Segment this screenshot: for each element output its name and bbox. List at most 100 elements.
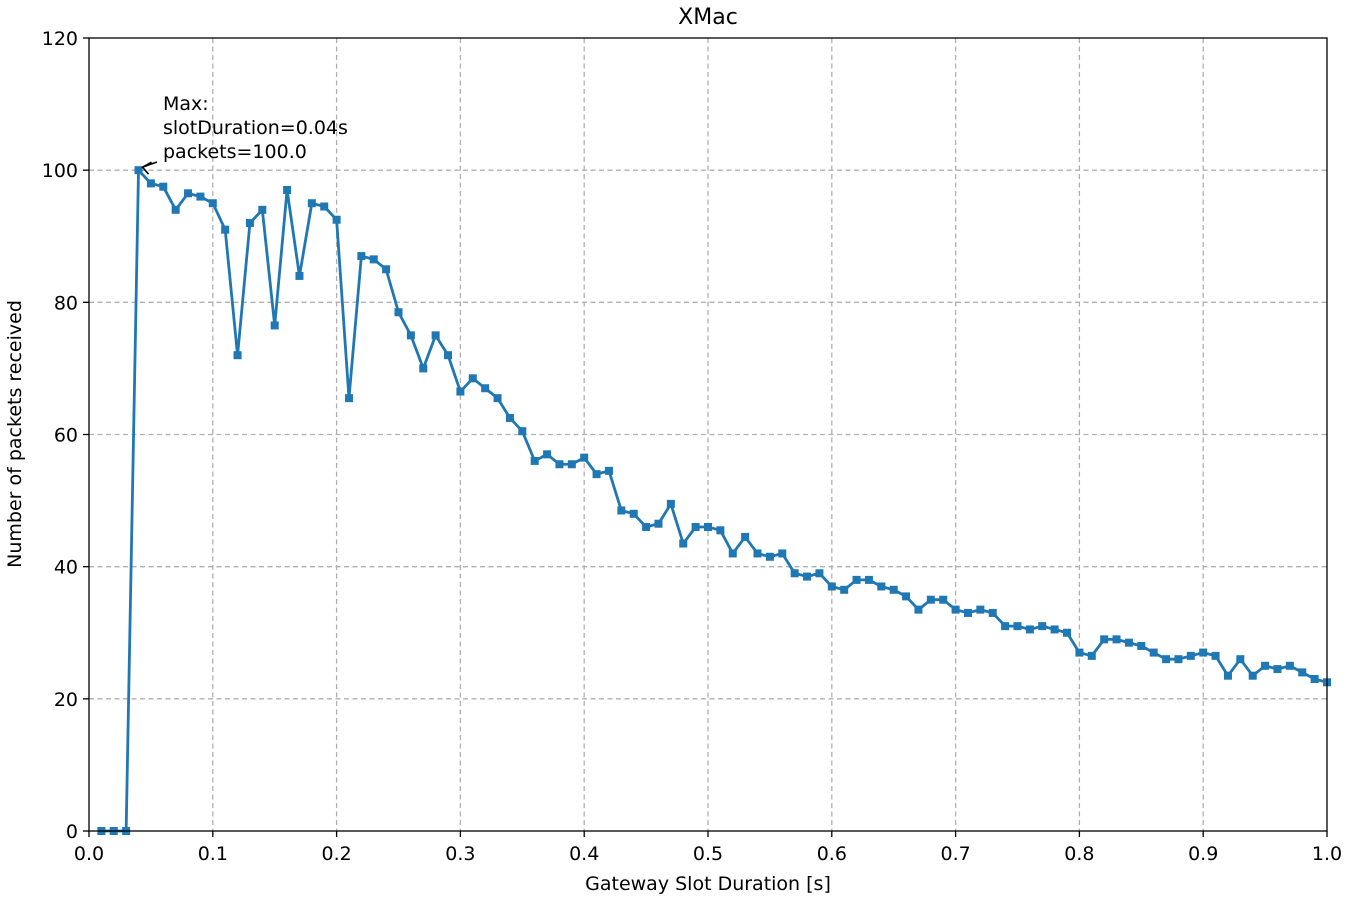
data-point xyxy=(864,575,873,584)
data-point xyxy=(1137,641,1146,650)
data-point xyxy=(951,605,960,614)
x-tick-label: 0.9 xyxy=(1188,843,1218,865)
series-line-path xyxy=(101,168,1328,833)
data-point xyxy=(741,532,750,541)
data-point xyxy=(580,453,589,462)
data-point xyxy=(877,582,886,591)
data-point xyxy=(233,351,242,360)
y-tick-label: 20 xyxy=(54,689,78,711)
data-point xyxy=(283,185,292,194)
data-point xyxy=(567,460,576,469)
data-point xyxy=(629,509,638,518)
data-point xyxy=(1261,661,1270,670)
data-point xyxy=(444,351,453,360)
data-point xyxy=(1248,671,1257,680)
data-point xyxy=(914,605,923,614)
data-point xyxy=(728,549,737,558)
data-point xyxy=(963,608,972,617)
data-point xyxy=(827,582,836,591)
y-axis-ticks: 0 20 40 60 80 100 120 xyxy=(42,28,89,843)
data-point xyxy=(481,384,490,393)
annotation-line-2: slotDuration=0.04s xyxy=(163,117,348,139)
data-point xyxy=(1050,625,1059,634)
data-point xyxy=(184,189,193,198)
data-point xyxy=(1038,622,1047,631)
data-points xyxy=(97,166,1331,835)
data-point xyxy=(1223,671,1232,680)
data-point xyxy=(468,374,477,383)
data-point xyxy=(159,182,168,191)
data-point xyxy=(555,460,564,469)
data-point xyxy=(1273,665,1282,674)
data-point xyxy=(134,166,143,175)
data-point xyxy=(642,523,651,532)
grid xyxy=(89,38,1327,831)
data-point xyxy=(1112,635,1121,644)
data-point xyxy=(171,205,180,214)
data-point xyxy=(1124,638,1133,647)
data-point xyxy=(976,605,985,614)
y-tick-label: 80 xyxy=(54,292,78,314)
data-point xyxy=(369,255,378,264)
x-tick-label: 0.2 xyxy=(321,843,351,865)
data-point xyxy=(815,569,824,578)
data-point xyxy=(1186,651,1195,660)
x-tick-label: 0.1 xyxy=(198,843,228,865)
data-point xyxy=(406,331,415,340)
data-point xyxy=(419,364,428,373)
data-point xyxy=(1149,648,1158,657)
data-point xyxy=(778,549,787,558)
data-point xyxy=(902,592,911,601)
data-point xyxy=(666,499,675,508)
data-point xyxy=(1013,622,1022,631)
annotation-arrow-head xyxy=(141,161,152,175)
data-point xyxy=(357,252,366,261)
data-point xyxy=(245,219,254,228)
data-point xyxy=(704,523,712,532)
x-tick-label: 0.7 xyxy=(940,843,970,865)
data-point xyxy=(431,331,440,340)
data-point xyxy=(1063,628,1072,637)
data-point xyxy=(221,225,230,234)
data-point xyxy=(1001,622,1010,631)
data-point xyxy=(258,205,267,214)
data-point xyxy=(716,526,725,535)
annotation-line-1: Max: xyxy=(163,93,209,115)
data-point xyxy=(1199,648,1208,657)
data-point xyxy=(1310,675,1319,684)
data-point xyxy=(939,595,948,604)
data-point xyxy=(332,215,341,224)
data-point xyxy=(530,456,539,465)
x-axis-title: Gateway Slot Duration [s] xyxy=(585,873,831,895)
data-point xyxy=(505,413,514,422)
data-point xyxy=(1174,655,1183,664)
y-tick-label: 40 xyxy=(54,557,78,579)
data-point xyxy=(295,271,304,280)
data-point xyxy=(592,470,601,479)
y-tick-label: 0 xyxy=(66,821,78,843)
series-line xyxy=(101,168,1328,833)
data-point xyxy=(604,466,613,475)
data-point xyxy=(493,394,502,403)
annotation-line-3: packets=100.0 xyxy=(163,141,307,163)
data-point xyxy=(803,572,812,581)
data-point xyxy=(691,523,700,532)
data-point xyxy=(840,585,849,594)
data-point xyxy=(753,549,762,558)
data-point xyxy=(988,608,997,617)
x-axis-ticks: 0.0 0.1 0.2 0.3 0.4 0.5 0.6 0.7 0.8 0.9 1.0 xyxy=(74,831,1342,865)
x-tick-label: 0.0 xyxy=(74,843,104,865)
x-tick-label: 0.6 xyxy=(817,843,847,865)
data-point xyxy=(1211,651,1220,660)
data-point xyxy=(382,265,391,274)
data-point xyxy=(320,202,329,211)
data-point xyxy=(270,321,279,330)
data-point xyxy=(518,427,527,436)
data-point xyxy=(1100,635,1109,644)
chart-title: XMac xyxy=(678,5,738,30)
x-tick-label: 1.0 xyxy=(1312,843,1342,865)
max-annotation: Max: slotDuration=0.04s packets=100.0 xyxy=(141,93,348,175)
data-point xyxy=(456,387,465,396)
data-point xyxy=(889,585,898,594)
data-point xyxy=(617,506,626,515)
